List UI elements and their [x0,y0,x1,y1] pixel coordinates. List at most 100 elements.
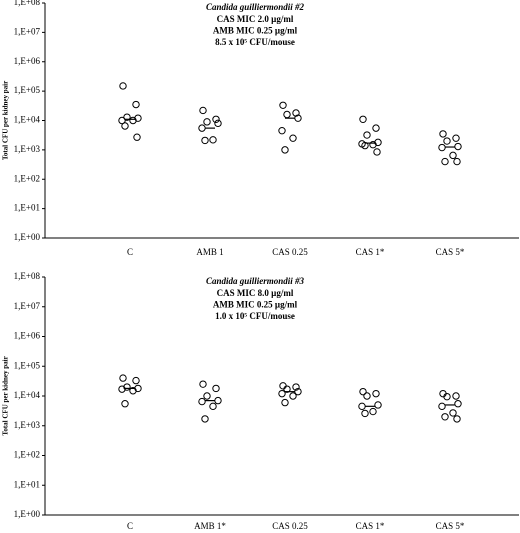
data-point [279,101,287,109]
data-point [452,134,460,142]
data-point [363,392,371,400]
subtitle-line: CAS MIC 2.0 µg/ml [217,14,294,24]
data-point [212,384,220,393]
data-point [449,409,457,417]
data-point [369,141,377,149]
y-tick-label: 1,E+02 [14,450,40,460]
data-point [453,157,461,166]
x-tick-label: CAS 1* [356,521,385,531]
y-tick-label: 1,E+04 [14,115,41,125]
x-tick-label: C [127,521,133,531]
data-point [359,115,367,123]
data-point [292,383,300,391]
y-tick-label: 1,E+05 [14,360,41,370]
data-point [441,413,449,421]
data-point [278,126,286,135]
data-point [199,380,207,388]
data-point [123,383,131,391]
data-point [201,136,209,145]
y-tick-label: 1,E+07 [14,26,41,36]
data-point [212,115,220,123]
data-point [452,392,460,400]
data-point [453,415,461,423]
data-point [443,392,451,401]
data-point [438,402,446,411]
x-tick-label: CAS 0.25 [272,521,308,531]
data-point [281,398,289,407]
y-tick-label: 1,E+01 [14,203,40,213]
y-tick-label: 1,E+06 [14,331,41,341]
x-tick-label: CAS 1* [356,247,385,257]
y-tick-label: 1,E+03 [14,144,41,154]
subtitle-line: 1.0 x 10⁵ CFU/mouse [215,311,295,321]
data-point [198,397,206,406]
data-point [123,113,131,121]
y-tick-label: 1,E+06 [14,56,41,66]
data-point [214,396,222,405]
x-tick-label: AMB 1 [196,247,223,257]
data-point [118,385,126,393]
data-point [203,392,211,400]
data-point [358,402,366,411]
data-point [281,146,289,154]
data-point [363,131,371,139]
data-point [199,106,207,115]
data-point [198,124,206,132]
x-tick-label: C [127,247,133,257]
y-tick-label: 1,E+05 [14,85,41,95]
chart-title: Candida guilliermondii #2 [206,2,305,12]
data-point [121,400,129,408]
data-point [361,141,369,150]
y-tick-label: 1,E+01 [14,479,40,489]
data-point [118,116,126,125]
subtitle-line: AMB MIC 0.25 µg/ml [213,300,298,310]
data-point [443,137,451,145]
data-point [132,376,140,385]
data-point [209,402,217,411]
y-tick-label: 1,E+00 [14,232,41,242]
y-tick-label: 1,E+07 [14,301,41,311]
y-tick-label: 1,E+08 [14,0,41,7]
data-point [374,401,382,409]
data-point [278,389,286,398]
data-point [441,157,449,166]
data-point [119,374,127,382]
x-tick-label: CAS 5* [436,247,465,257]
data-point [439,130,447,138]
y-tick-label: 1,E+02 [14,173,40,183]
data-point [132,100,140,109]
data-point [372,389,380,398]
data-point [209,136,217,144]
subtitle-line: 8.5 x 10⁵ CFU/mouse [215,37,295,47]
data-point [201,415,209,423]
y-axis-label: Total CFU per kidney pair [2,356,10,435]
data-point [121,122,129,130]
data-point [373,148,381,156]
data-point [449,151,457,160]
x-tick-label: AMB 1* [194,521,226,531]
data-point [203,118,211,126]
subtitle-line: AMB MIC 0.25 µg/ml [213,26,298,36]
data-point [129,387,137,395]
data-point [289,134,297,142]
subtitle-line: CAS MIC 8.0 µg/ml [217,288,294,298]
data-point [369,407,377,416]
data-point [279,382,287,390]
y-tick-label: 1,E+03 [14,420,41,430]
data-point [438,143,446,152]
data-point [214,119,222,128]
x-tick-label: CAS 0.25 [272,247,308,257]
data-point [129,116,137,125]
data-point [359,387,367,396]
data-point [454,142,462,151]
data-point [283,385,291,393]
y-tick-label: 1,E+04 [14,390,41,400]
data-point [372,124,380,132]
data-point [119,82,127,90]
data-point [283,110,291,119]
y-tick-label: 1,E+00 [14,509,41,519]
y-axis-label: Total CFU per kidney pair [2,81,10,160]
x-tick-label: CAS 5* [436,521,465,531]
